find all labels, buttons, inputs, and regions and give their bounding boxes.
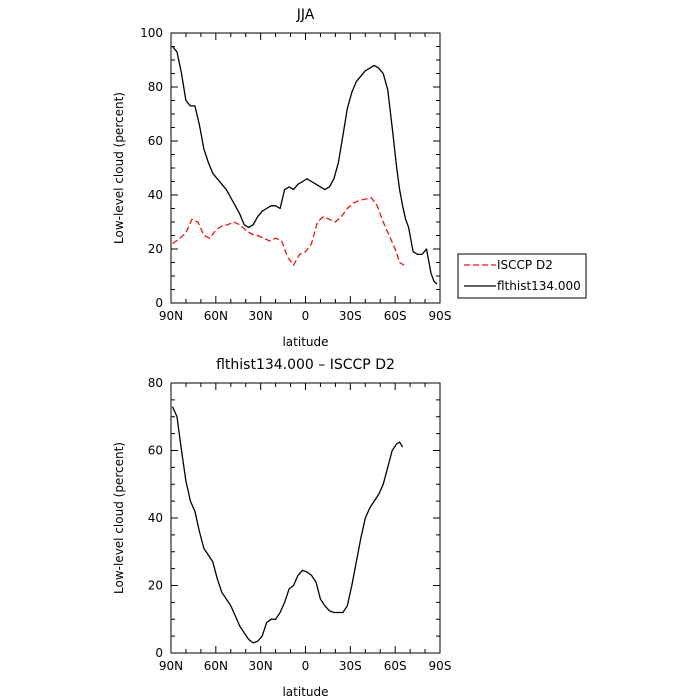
legend-label-2: flthist134.000 [497,279,581,293]
series-line-1 [172,197,405,266]
x-axis-title: latitude [282,685,328,699]
legend-label-1: ISCCP D2 [497,258,553,272]
series-line-2 [172,46,438,285]
x-tick-label: 60N [204,309,228,323]
x-axis-title: latitude [282,335,328,349]
x-tick-label: 60N [204,659,228,673]
chart-title: flthist134.000 – ISCCP D2 [216,357,395,373]
y-tick-label: 60 [148,134,163,148]
x-tick-label: 0 [302,309,310,323]
x-tick-label: 30S [339,309,362,323]
y-tick-label: 20 [148,242,163,256]
y-tick-label: 20 [148,579,163,593]
y-tick-label: 0 [155,296,163,310]
y-axis-title: Low-level cloud (percent) [112,442,126,594]
plot-frame [170,382,441,654]
y-tick-label: 0 [155,646,163,660]
y-tick-label: 100 [140,26,163,40]
x-tick-label: 60S [384,659,407,673]
chart-title: JJA [296,7,315,23]
x-tick-label: 90N [159,659,183,673]
y-tick-label: 40 [148,511,163,525]
x-tick-label: 60S [384,309,407,323]
x-tick-label: 90S [429,659,452,673]
x-tick-label: 30S [339,659,362,673]
x-tick-label: 30N [249,659,273,673]
y-tick-label: 60 [148,444,163,458]
legend-box [457,253,587,299]
x-tick-label: 90N [159,309,183,323]
chart-panel-1: JJA 90N 60N 30N 0 30S 60S 90S 0 20 40 60 80 100 latitu… [112,7,587,349]
y-axis-title: Low-level cloud (percent) [112,92,126,244]
series-line-1 [171,406,404,644]
y-tick-label: 80 [148,376,163,390]
legend: ISCCP D2 flthist134.000 [457,253,587,299]
chart-panel-2: flthist134.000 – ISCCP D2 90N 60N 30N 0 30S 60… [112,357,451,699]
x-tick-label: 0 [302,659,310,673]
y-tick-label: 40 [148,188,163,202]
y-tick-label: 80 [148,80,163,94]
x-tick-label: 90S [429,309,452,323]
x-tick-label: 30N [249,309,273,323]
